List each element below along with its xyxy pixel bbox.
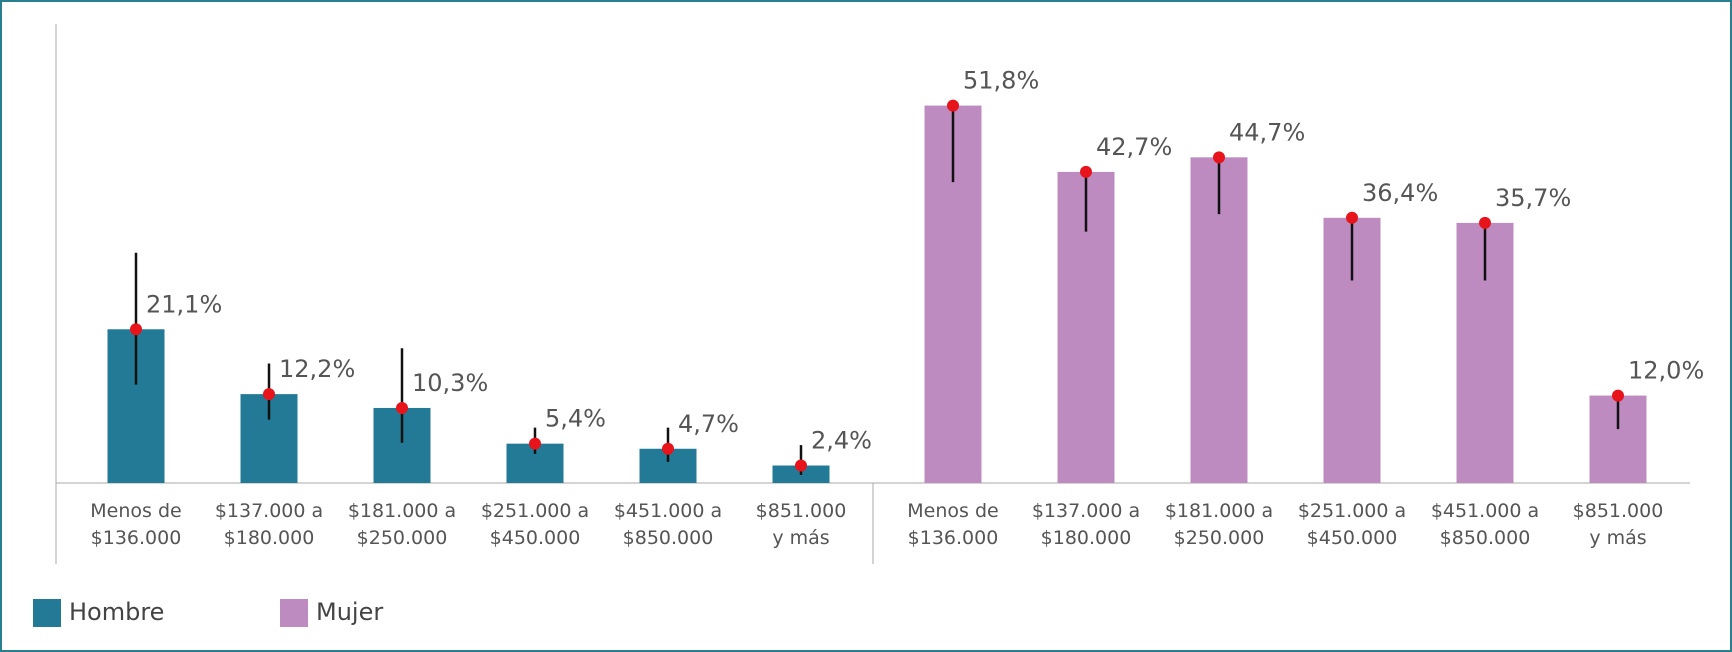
value-label: 2,4% <box>811 427 872 455</box>
x-tick-label: $851.000 y más <box>756 500 847 549</box>
x-tick-label-line: $451.000 a <box>614 500 722 522</box>
value-marker <box>1080 165 1092 178</box>
x-tick-label-line: $450.000 <box>1307 527 1398 549</box>
value-label: 12,2% <box>279 355 355 383</box>
x-tick-label-line: Menos de <box>907 500 998 522</box>
value-marker <box>1346 211 1358 224</box>
legend-swatch <box>280 599 308 627</box>
x-tick-label-line: $181.000 a <box>1165 500 1273 522</box>
value-label: 35,7% <box>1495 184 1571 212</box>
x-tick-label-line: $851.000 <box>1573 500 1664 522</box>
value-marker <box>1213 151 1225 164</box>
value-marker <box>662 442 674 455</box>
value-marker <box>947 99 959 112</box>
value-label: 36,4% <box>1362 179 1438 207</box>
x-tick-label-line: $180.000 <box>1041 527 1132 549</box>
x-tick-label-line: $250.000 <box>1174 527 1265 549</box>
x-tick-label: $451.000 a $850.000 <box>1431 500 1539 549</box>
value-label: 5,4% <box>545 405 606 433</box>
x-tick-label: $137.000 a $180.000 <box>215 500 323 549</box>
value-marker <box>1479 216 1491 229</box>
value-marker <box>130 323 142 336</box>
x-tick-label-line: $250.000 <box>357 527 448 549</box>
x-tick-label-line: $850.000 <box>623 527 714 549</box>
x-tick-label-line: $850.000 <box>1440 527 1531 549</box>
x-tick-label-line: $851.000 <box>756 500 847 522</box>
x-tick-label-line: $251.000 a <box>481 500 589 522</box>
x-tick-label-line: $181.000 a <box>348 500 456 522</box>
value-marker <box>263 388 275 401</box>
x-tick-label: $251.000 a $450.000 <box>1298 500 1406 549</box>
value-marker <box>529 437 541 450</box>
x-tick-label-line: $137.000 a <box>215 500 323 522</box>
value-marker <box>396 401 408 414</box>
value-marker <box>1612 389 1624 402</box>
x-tick-label-line: $137.000 a <box>1032 500 1140 522</box>
value-label: 21,1% <box>146 290 222 318</box>
x-tick-label-line: $450.000 <box>490 527 581 549</box>
x-tick-label-line: Menos de <box>90 500 181 522</box>
x-tick-label: Menos de $136.000 <box>907 500 998 549</box>
value-label: 44,7% <box>1229 118 1305 146</box>
x-tick-label-line: y más <box>1589 527 1646 549</box>
value-label: 10,3% <box>412 369 488 397</box>
value-label: 42,7% <box>1096 133 1172 161</box>
x-tick-label-line: $180.000 <box>224 527 315 549</box>
x-tick-label: $451.000 a $850.000 <box>614 500 722 549</box>
x-tick-label-line: $136.000 <box>908 527 999 549</box>
x-tick-label: $851.000 y más <box>1573 500 1664 549</box>
x-tick-label: $181.000 a $250.000 <box>1165 500 1273 549</box>
x-tick-label: $181.000 a $250.000 <box>348 500 456 549</box>
value-marker <box>795 459 807 472</box>
legend-label: Hombre <box>69 598 164 626</box>
x-tick-label-line: y más <box>772 527 829 549</box>
legend-label: Mujer <box>316 598 383 626</box>
x-tick-label-line: $451.000 a <box>1431 500 1539 522</box>
x-tick-label-line: $136.000 <box>91 527 182 549</box>
value-label: 51,8% <box>963 67 1039 95</box>
x-tick-label: $137.000 a $180.000 <box>1032 500 1140 549</box>
x-tick-label-line: $251.000 a <box>1298 500 1406 522</box>
legend-swatch <box>33 599 61 627</box>
x-tick-label: Menos de $136.000 <box>90 500 181 549</box>
value-label: 4,7% <box>678 410 739 438</box>
value-label: 12,0% <box>1628 357 1704 385</box>
x-tick-label: $251.000 a $450.000 <box>481 500 589 549</box>
